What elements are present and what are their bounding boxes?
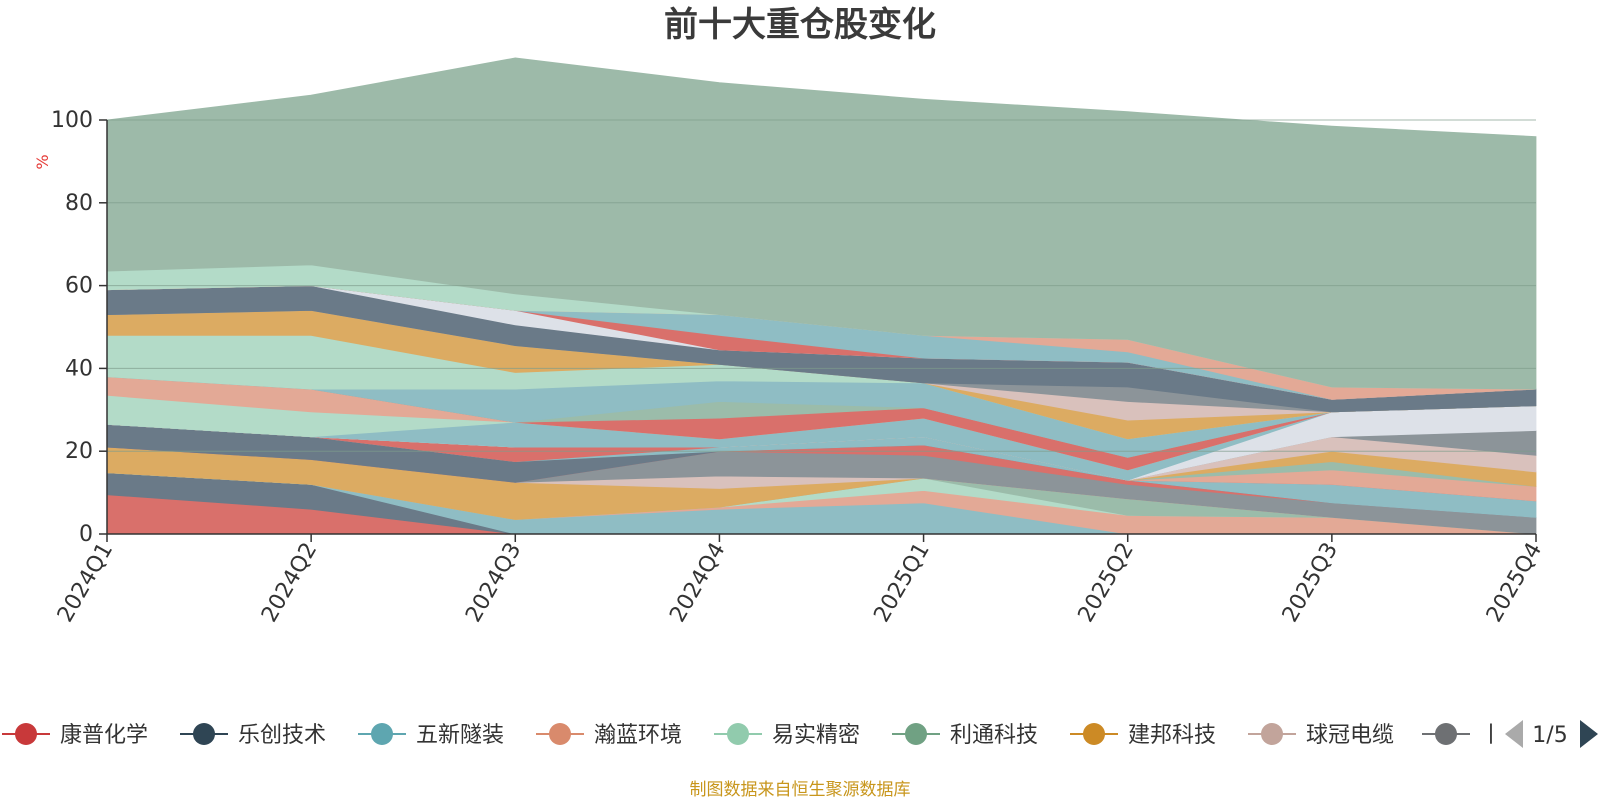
legend-marker-6 bbox=[905, 723, 927, 745]
legend-marker-8 bbox=[1261, 723, 1283, 745]
legend-item-2[interactable]: 乐创技术 bbox=[180, 723, 326, 748]
legend-label-1: 康普化学 bbox=[60, 723, 148, 748]
legend-label-8: 球冠电缆 bbox=[1306, 723, 1394, 748]
legend-page-indicator: 1/5 bbox=[1532, 723, 1567, 748]
legend-marker-5 bbox=[727, 723, 749, 745]
legend-item-7[interactable]: 建邦科技 bbox=[1070, 723, 1216, 748]
x-tick-label-2025Q3: 2025Q3 bbox=[1278, 539, 1343, 627]
data-source-note: 制图数据来自恒生聚源数据库 bbox=[690, 780, 911, 800]
legend-label-3: 五新隧装 bbox=[416, 723, 504, 748]
y-tick-label-80: 80 bbox=[65, 191, 93, 216]
x-tick-label-2025Q4: 2025Q4 bbox=[1482, 539, 1547, 627]
area-series-group bbox=[106, 57, 1537, 535]
x-tick-label-2025Q1: 2025Q1 bbox=[869, 539, 934, 627]
legend-item-1[interactable]: 康普化学 bbox=[2, 723, 148, 748]
x-tick-label-2025Q2: 2025Q2 bbox=[1074, 539, 1139, 627]
y-tick-label-100: 100 bbox=[51, 108, 93, 133]
grid-lines bbox=[107, 119, 1536, 452]
chart-title: 前十大重仓股变化 bbox=[664, 5, 936, 45]
y-tick-labels: 0 20 40 60 80 100 bbox=[51, 108, 93, 547]
y-tick-label-60: 60 bbox=[65, 274, 93, 299]
legend-item-9[interactable]: 丨 bbox=[1422, 723, 1502, 748]
legend-marker-1 bbox=[15, 723, 37, 745]
legend-label-9: 丨 bbox=[1480, 723, 1502, 748]
legend-item-6[interactable]: 利通科技 bbox=[892, 723, 1038, 748]
y-tick-label-20: 20 bbox=[65, 439, 93, 464]
x-tick-label-2024Q2: 2024Q2 bbox=[257, 539, 322, 627]
legend-marker-9 bbox=[1435, 723, 1457, 745]
y-tick-label-0: 0 bbox=[79, 522, 93, 547]
legend-marker-2 bbox=[193, 723, 215, 745]
legend-item-4[interactable]: 瀚蓝环境 bbox=[536, 723, 682, 748]
y-tick-label-40: 40 bbox=[65, 356, 93, 381]
legend-label-5: 易实精密 bbox=[772, 723, 860, 748]
legend-label-7: 建邦科技 bbox=[1128, 723, 1216, 748]
axes bbox=[99, 119, 1537, 542]
legend-item-3[interactable]: 五新隧装 bbox=[358, 723, 504, 748]
legend-label-4: 瀚蓝环境 bbox=[594, 723, 682, 748]
legend-item-8[interactable]: 球冠电缆 bbox=[1248, 723, 1394, 748]
legend-marker-7 bbox=[1083, 723, 1105, 745]
legend-prev-page-icon[interactable] bbox=[1505, 720, 1523, 748]
x-tick-label-2024Q3: 2024Q3 bbox=[461, 539, 526, 627]
x-tick-label-2024Q4: 2024Q4 bbox=[665, 539, 730, 627]
legend-label-2: 乐创技术 bbox=[238, 723, 326, 748]
y-axis-unit: % bbox=[33, 154, 52, 169]
legend[interactable]: 康普化学 乐创技术 五新隧装 瀚蓝环境 易实精密 利通科技 建邦科技 球冠电缆 丨 bbox=[2, 723, 1502, 748]
legend-next-page-icon[interactable] bbox=[1580, 720, 1598, 748]
legend-label-6: 利通科技 bbox=[950, 723, 1038, 748]
legend-item-5[interactable]: 易实精密 bbox=[714, 723, 860, 748]
legend-marker-4 bbox=[549, 723, 571, 745]
legend-marker-3 bbox=[371, 723, 393, 745]
x-tick-labels: 2024Q1 2024Q2 2024Q3 2024Q4 2025Q1 2025Q2 2025… bbox=[53, 539, 1547, 627]
area-series-36 bbox=[106, 57, 1537, 390]
x-tick-label-2024Q1: 2024Q1 bbox=[53, 539, 118, 627]
legend-pager: 1/5 bbox=[1505, 720, 1598, 748]
